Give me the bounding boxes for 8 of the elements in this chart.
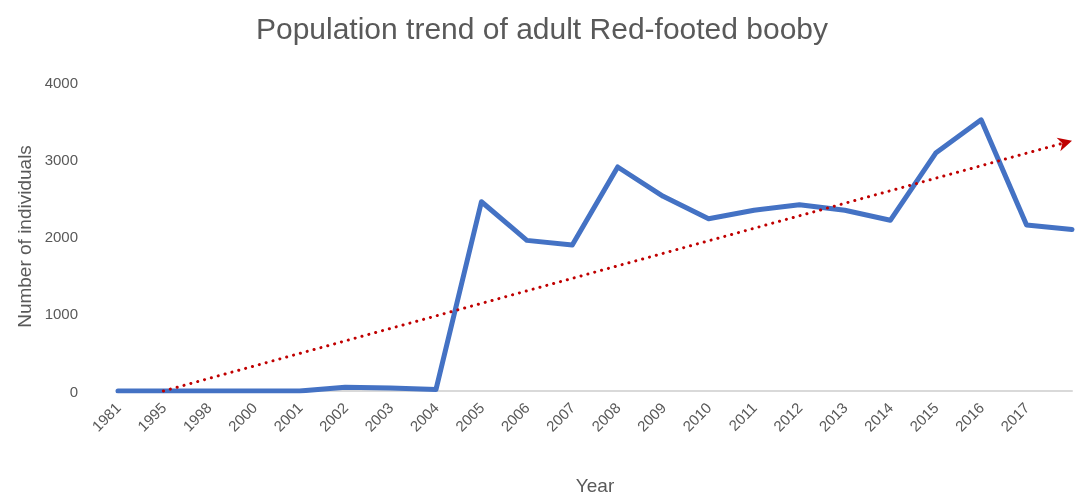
y-tick-label: 3000 bbox=[44, 150, 78, 168]
chart-title: Population trend of adult Red-footed booby bbox=[255, 11, 829, 45]
y-tick-label: 1000 bbox=[44, 305, 78, 323]
y-axis-title: Number of individuals bbox=[13, 145, 35, 328]
x-axis-title: Year bbox=[575, 475, 615, 496]
y-tick-label: 2000 bbox=[44, 228, 78, 245]
y-tick-label: 4000 bbox=[44, 73, 78, 91]
y-tick-label: 0 bbox=[69, 382, 78, 400]
